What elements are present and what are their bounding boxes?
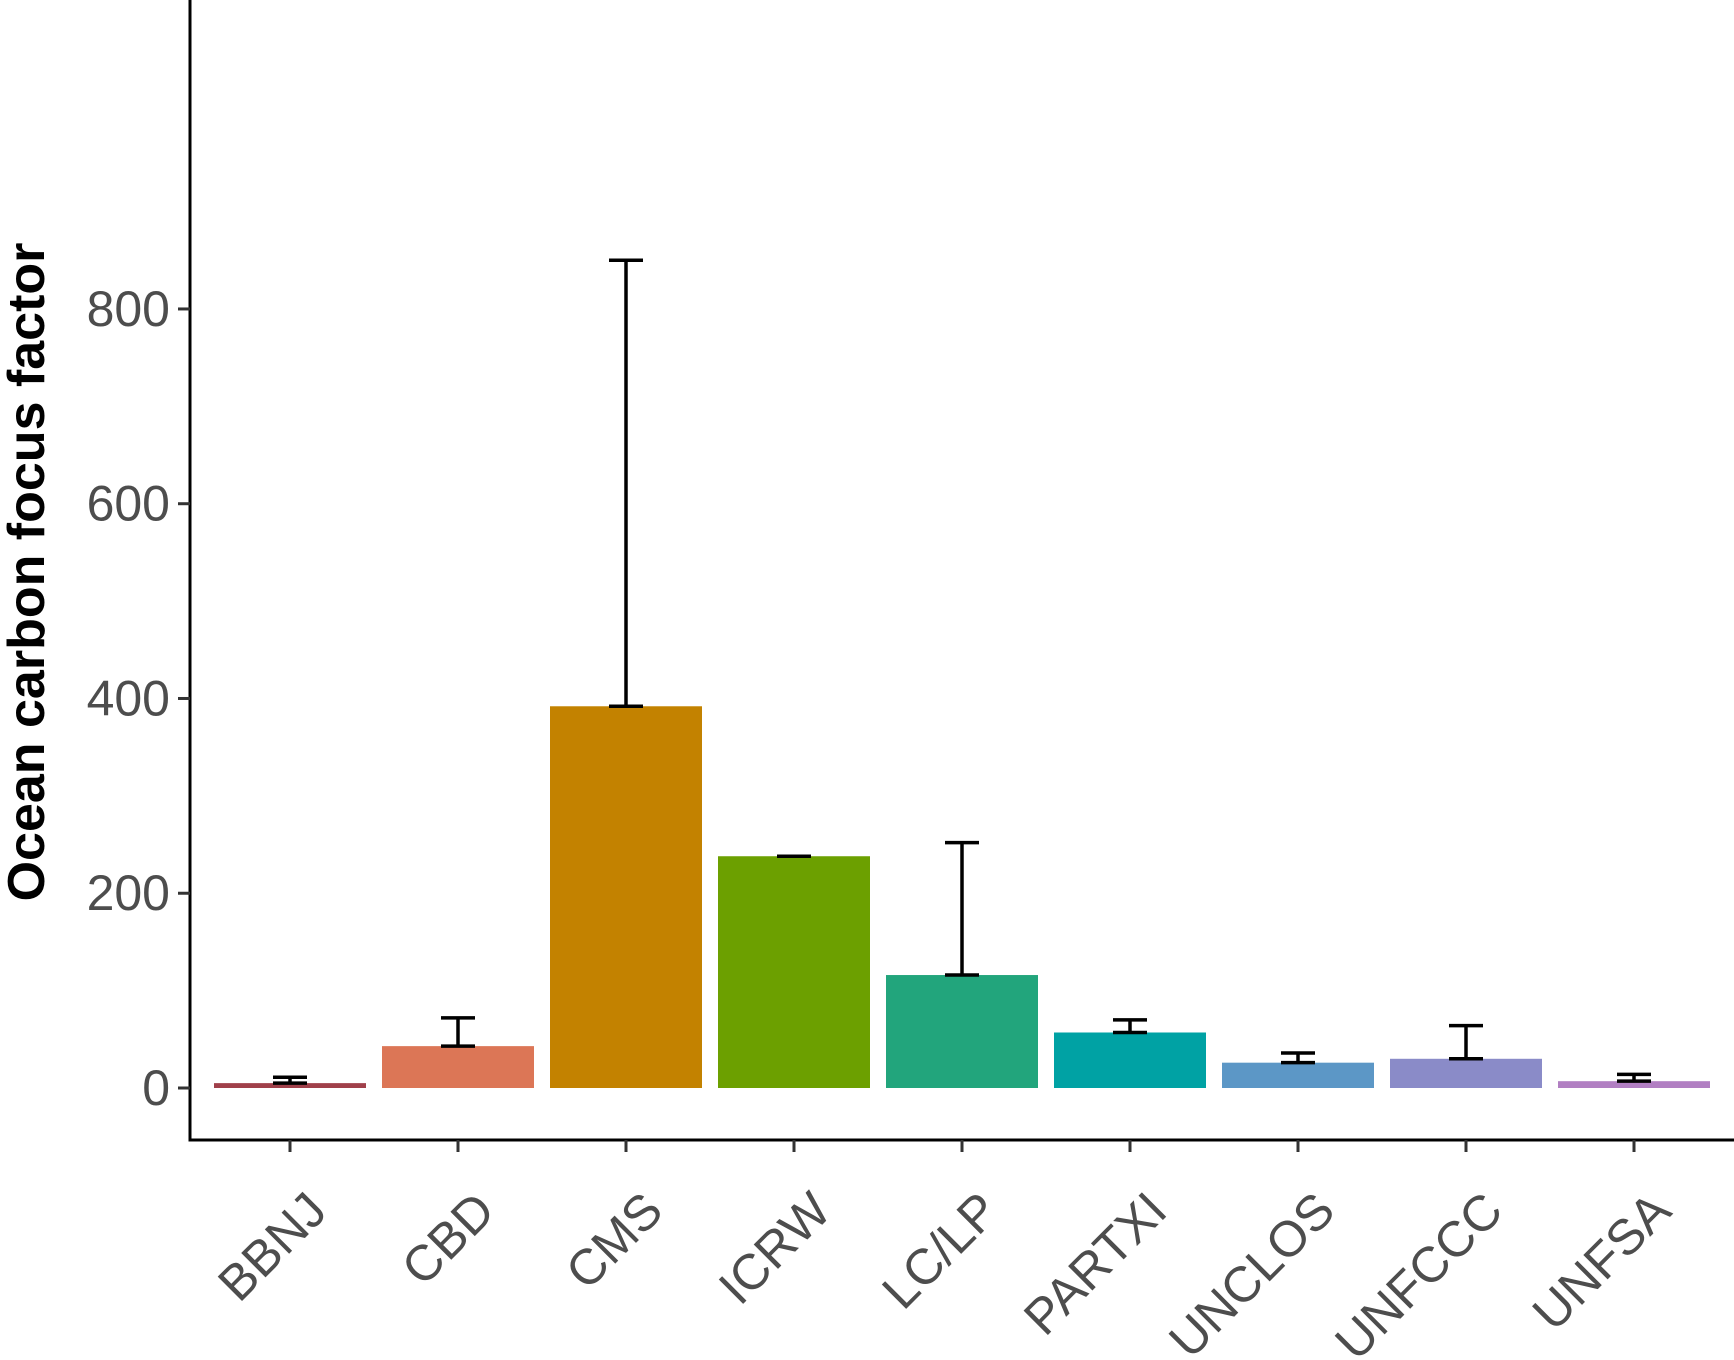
y-tick-label: 800 — [87, 281, 170, 337]
bar-icrw — [718, 856, 870, 1088]
bar-unclos — [1222, 1062, 1374, 1088]
bar-unfccc — [1390, 1058, 1542, 1088]
error-bar-cms — [609, 258, 643, 709]
bar-unfsa — [1558, 1081, 1710, 1088]
bar-cbd — [382, 1046, 534, 1088]
x-tick-label: PARTXI — [1013, 1182, 1177, 1346]
x-tick-label: UNFCCC — [1324, 1182, 1513, 1360]
error-bar-lc-lp — [945, 840, 979, 977]
y-axis-title: Ocean carbon focus factor — [0, 243, 56, 902]
plot-area — [214, 258, 1710, 1088]
error-bar-unclos — [1281, 1051, 1315, 1065]
x-tick-label: ICRW — [708, 1181, 842, 1315]
error-bar-bbnj — [273, 1075, 307, 1085]
y-tick-label: 0 — [142, 1060, 170, 1116]
y-tick-label: 600 — [87, 476, 170, 532]
x-tick-label: BBNJ — [207, 1182, 337, 1312]
x-tick-label: CMS — [555, 1182, 673, 1300]
error-bar-cbd — [441, 1016, 475, 1048]
bar-partxi — [1054, 1032, 1206, 1088]
bar-cms — [550, 706, 702, 1088]
x-tick-label: UNCLOS — [1158, 1182, 1345, 1360]
error-bar-unfsa — [1617, 1072, 1651, 1083]
x-tick-label: CBD — [391, 1182, 505, 1296]
x-tick-label: LC/LP — [871, 1182, 1009, 1320]
x-tick-label: UNFSA — [1522, 1181, 1682, 1341]
bar-lc-lp — [886, 975, 1038, 1088]
error-bar-partxi — [1113, 1018, 1147, 1035]
y-tick-label: 200 — [87, 865, 170, 921]
bar-bbnj — [214, 1083, 366, 1088]
error-bar-unfccc — [1449, 1023, 1483, 1061]
y-axis: 0 200 400 600 800 — [87, 0, 192, 1140]
y-tick-label: 400 — [87, 670, 170, 726]
